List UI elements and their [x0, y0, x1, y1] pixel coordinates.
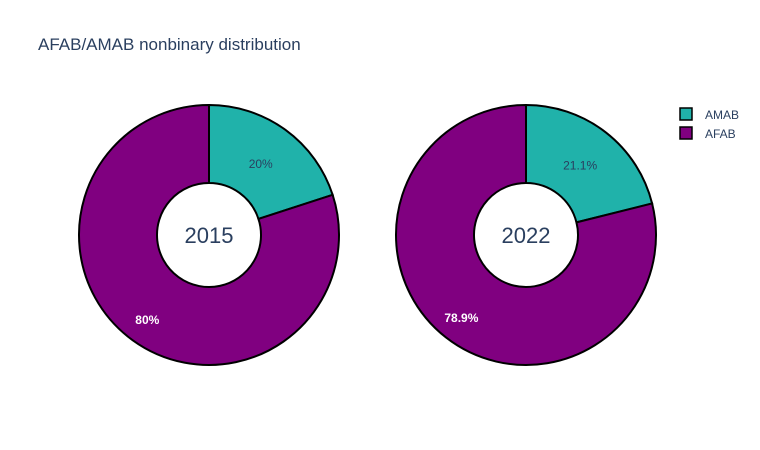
slice-afab-2015[interactable]: [78, 103, 340, 366]
legend-label-amab: AMAB: [705, 108, 739, 122]
donut-chart-2015: 20% 80% 2015: [78, 103, 340, 366]
slice-label-afab-2015: 80%: [135, 313, 159, 327]
legend-swatch-amab: [679, 107, 693, 121]
donut-chart-2022: 21.1% 78.9% 2022: [395, 103, 657, 366]
slice-amab-2022[interactable]: [525, 103, 654, 224]
legend-swatch-afab: [679, 126, 693, 140]
legend-item-afab[interactable]: AFAB: [679, 126, 736, 141]
legend-label-afab: AFAB: [705, 127, 736, 141]
slice-label-amab-2022: 21.1%: [563, 159, 597, 173]
slice-amab-2015[interactable]: [208, 103, 334, 221]
donut-center-label-2015: 2015: [185, 223, 234, 248]
slice-afab-2022[interactable]: [395, 103, 657, 366]
legend: AMAB AFAB: [679, 107, 739, 141]
slice-label-amab-2015: 20%: [249, 157, 273, 171]
chart-title: AFAB/AMAB nonbinary distribution: [38, 35, 301, 54]
legend-item-amab[interactable]: AMAB: [679, 107, 739, 122]
slice-label-afab-2022: 78.9%: [444, 311, 478, 325]
donut-center-label-2022: 2022: [502, 223, 551, 248]
